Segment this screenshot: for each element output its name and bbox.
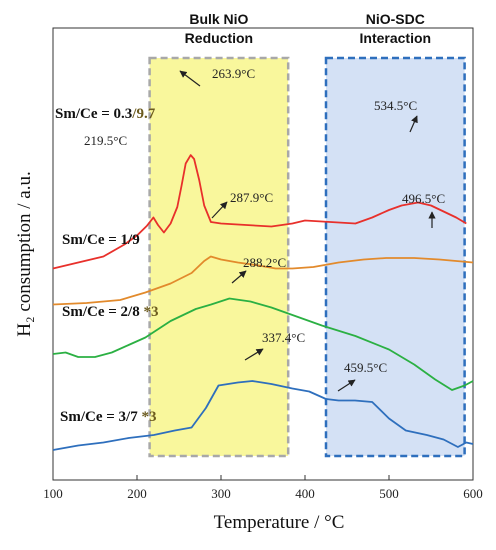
peak-arrow [211, 201, 228, 219]
x-tick-label: 100 [43, 486, 63, 501]
peak-arrow [244, 348, 264, 361]
series-line-4 [52, 380, 474, 451]
peak-annotation: 459.5°C [344, 360, 387, 375]
peak-arrow [231, 270, 247, 284]
series-line-1 [52, 154, 467, 270]
x-axis-title: Temperature / °C [214, 512, 345, 533]
x-tick-label: 300 [211, 486, 231, 501]
region-title: Bulk NiO Reduction [185, 11, 253, 46]
y-axis-title: H₂ consumption / a.u. [14, 171, 35, 336]
peak-annotation: 496.5°C [402, 191, 445, 206]
series-line-2 [52, 255, 474, 306]
series-label-3: Sm/Ce = 2/8 *3 [62, 304, 158, 320]
series-label-4: Sm/Ce = 3/7 *3 [60, 409, 156, 425]
peak-annotation: 263.9°C [212, 66, 255, 81]
plot-frame [52, 27, 474, 481]
x-tick-label: 500 [379, 486, 399, 501]
series-line-3 [52, 297, 474, 391]
x-tick-label: 400 [295, 486, 315, 501]
peak-annotation: 287.9°C [230, 190, 273, 205]
series-label-2: Sm/Ce = 1/9 [62, 232, 140, 248]
peak-annotation: 337.4°C [262, 330, 305, 345]
series-label-1: Sm/Ce = 0.3/9.7 [55, 106, 156, 122]
x-tick-label: 600 [463, 486, 483, 501]
peak-annotation: 219.5°C [84, 133, 127, 148]
peak-arrow [409, 115, 418, 133]
peak-arrow [179, 70, 201, 87]
x-tick-label: 200 [127, 486, 147, 501]
peak-annotation: 534.5°C [374, 98, 417, 113]
region-nio-sdc [324, 56, 466, 458]
region-title: NiO-SDC Interaction [360, 11, 432, 46]
region-bulk-nio [148, 56, 290, 458]
peak-arrow [337, 379, 356, 392]
peak-annotation: 288.2°C [243, 255, 286, 270]
